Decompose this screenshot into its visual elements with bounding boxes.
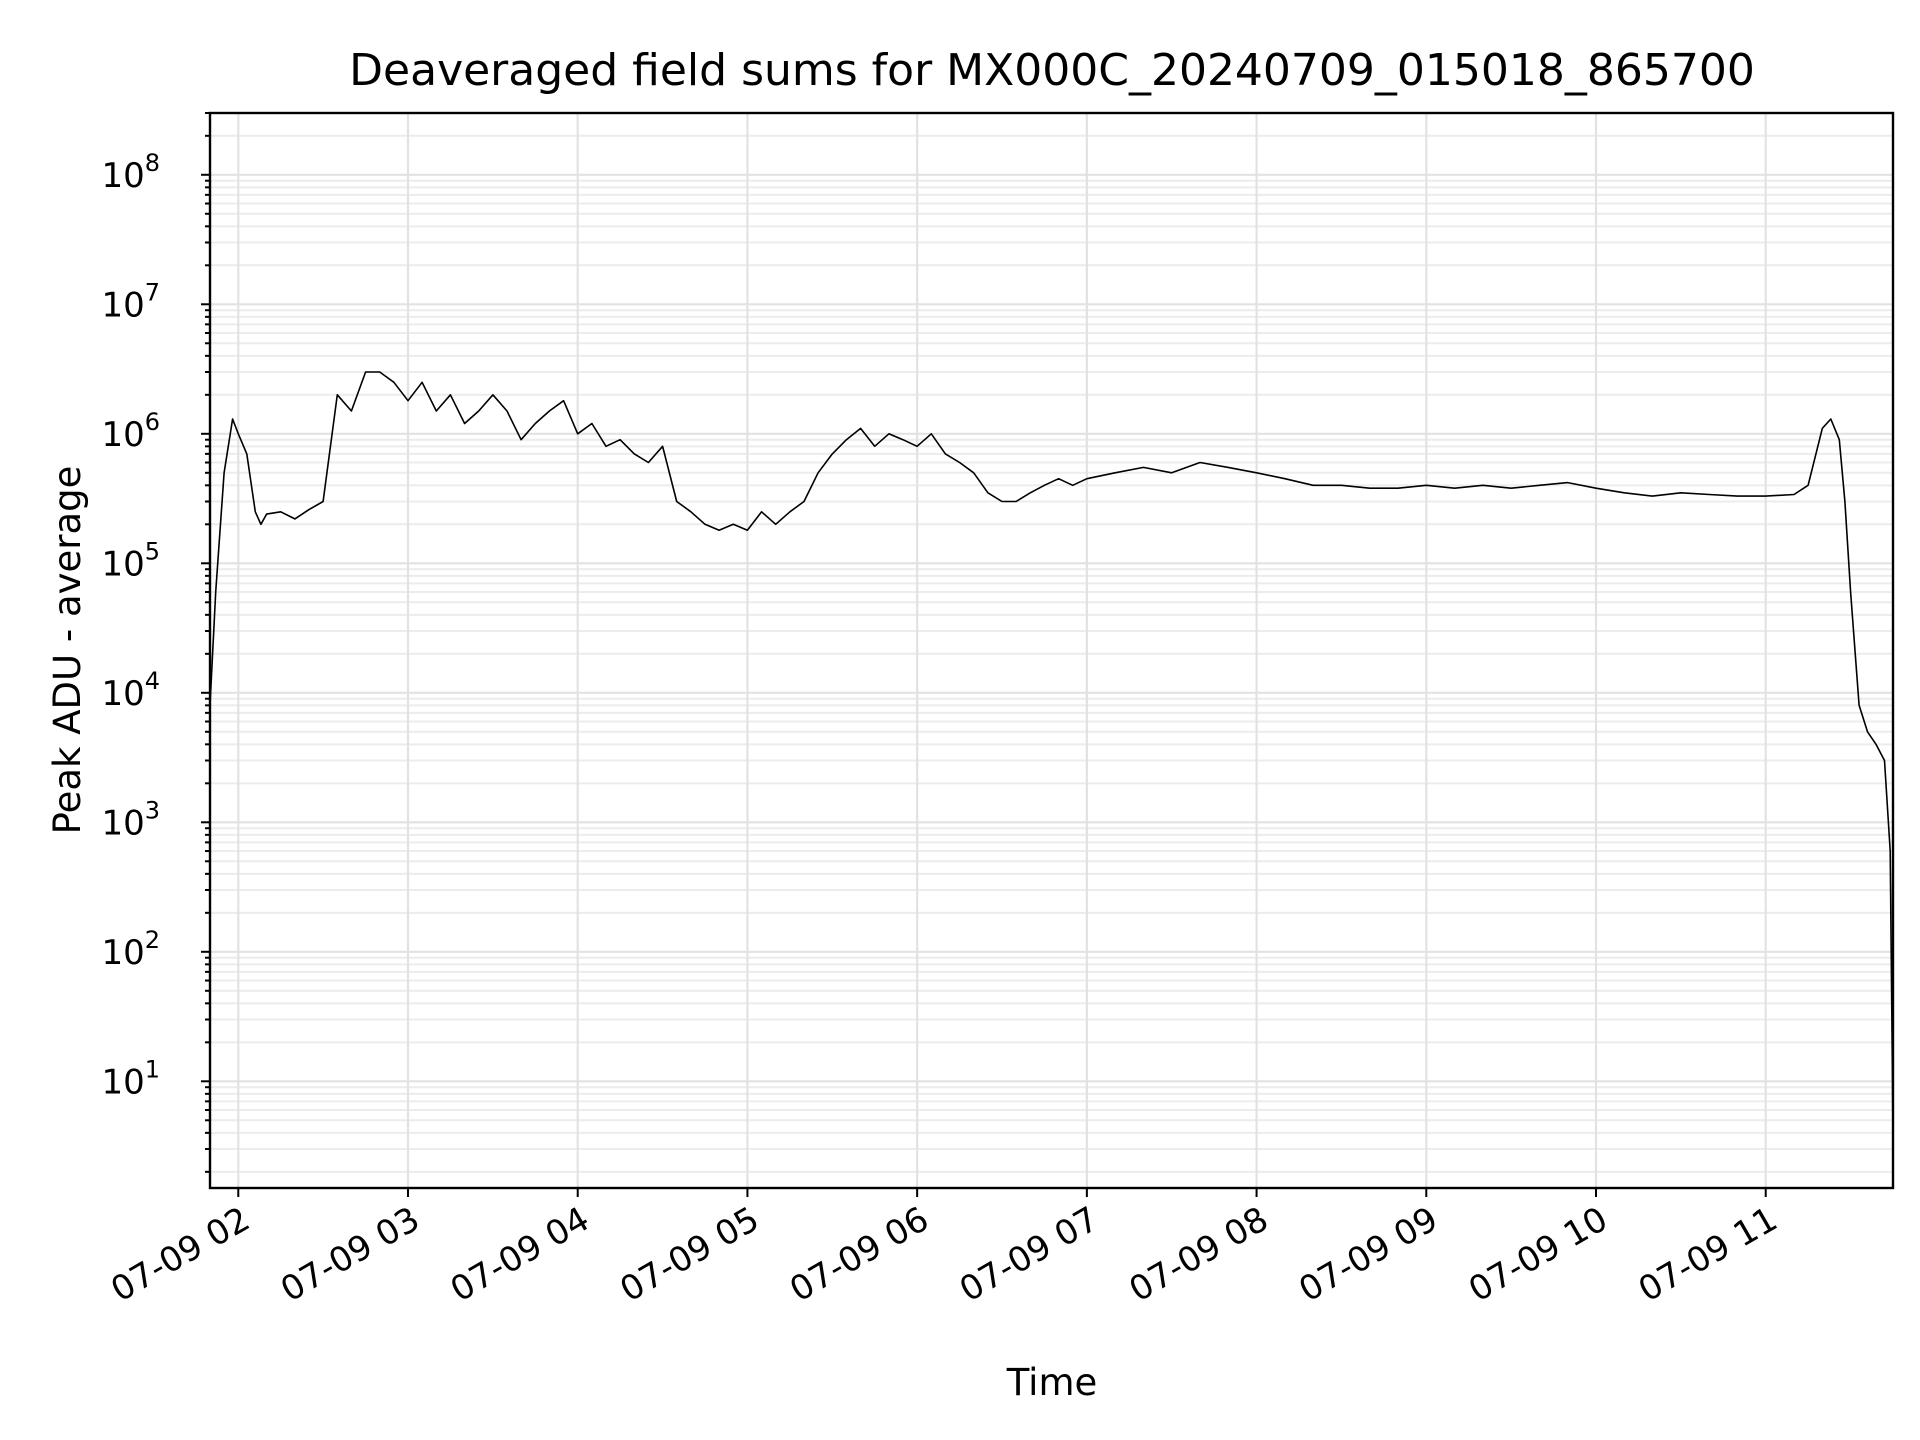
x-tick-label: 07-09 10 [1462,1199,1614,1310]
y-tick-label: 106 [101,408,160,455]
axis-ticks [201,112,1767,1197]
y-tick-exponent: 2 [145,926,160,954]
y-tick-exponent: 3 [145,796,160,824]
series-line [209,371,1894,1133]
x-tick-label: 07-09 03 [274,1199,426,1310]
x-tick-label: 07-09 02 [104,1199,256,1310]
y-tick-exponent: 1 [145,1055,160,1083]
x-tick-label: 07-09 07 [953,1199,1105,1310]
x-tick-label: 07-09 04 [444,1199,596,1310]
y-tick-exponent: 6 [145,408,160,436]
y-tick-label: 101 [101,1055,160,1102]
chart-title: Deaveraged field sums for MX000C_2024070… [349,45,1755,96]
y-tick-exponent: 4 [145,667,160,695]
y-tick-label: 108 [101,149,160,196]
x-tick-label: 07-09 08 [1123,1199,1275,1310]
y-tick-label: 103 [101,796,160,843]
x-tick-label: 07-09 05 [614,1199,766,1310]
y-axis-label: Peak ADU - average [46,466,89,835]
x-axis-label: Time [1006,1361,1098,1404]
x-tick-label: 07-09 09 [1292,1199,1444,1310]
y-tick-exponent: 8 [145,149,160,177]
y-tick-label: 104 [101,667,160,714]
axis-tick-labels: 101 102 103 104 105 106 107 108 07-09 02 07-09 03… [101,149,1784,1310]
grid [210,112,1893,1188]
x-tick-label: 07-09 11 [1632,1199,1784,1310]
plot-series [209,371,1894,1133]
y-tick-exponent: 7 [145,278,160,306]
y-tick-label: 105 [101,537,160,584]
y-tick-exponent: 5 [145,537,160,565]
y-tick-label: 107 [101,278,160,325]
x-tick-label: 07-09 06 [783,1199,935,1310]
y-tick-label: 102 [101,926,160,973]
plot-frame [208,111,1895,1190]
